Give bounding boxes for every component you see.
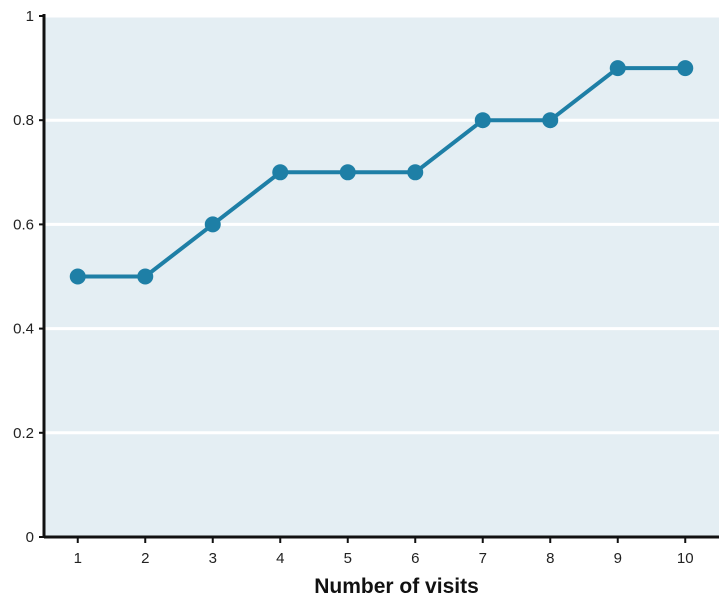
x-tick-label: 8 xyxy=(546,550,554,567)
data-point xyxy=(474,112,491,129)
x-tick-label: 1 xyxy=(74,550,82,567)
x-tick-label: 3 xyxy=(209,550,217,567)
data-point xyxy=(339,164,356,181)
data-point xyxy=(137,268,154,285)
gridlines xyxy=(44,14,719,435)
data-point xyxy=(609,60,626,77)
plot-background xyxy=(44,16,719,537)
y-tick-label: 1 xyxy=(26,8,34,25)
y-tick-label: 0.6 xyxy=(13,216,34,233)
data-series xyxy=(69,60,694,285)
x-tick-label: 4 xyxy=(276,550,284,567)
x-tick-labels: 1 2 3 4 5 6 7 8 9 10 xyxy=(74,537,694,567)
data-point xyxy=(204,216,221,233)
y-tick-label: 0.8 xyxy=(13,112,34,129)
data-point xyxy=(272,164,289,181)
x-tick-label: 2 xyxy=(141,550,149,567)
x-tick-label: 10 xyxy=(677,550,694,567)
y-tick-label: 0.2 xyxy=(13,425,34,442)
data-point xyxy=(677,60,694,77)
x-tick-label: 7 xyxy=(479,550,487,567)
data-point xyxy=(69,268,86,285)
y-tick-labels: 0 0.2 0.4 0.6 0.8 1 xyxy=(13,8,44,546)
x-tick-label: 6 xyxy=(411,550,419,567)
axes xyxy=(42,14,719,539)
x-tick-label: 5 xyxy=(344,550,352,567)
x-tick-label: 9 xyxy=(614,550,622,567)
data-point xyxy=(407,164,424,181)
y-tick-label: 0 xyxy=(26,529,34,546)
y-tick-label: 0.4 xyxy=(13,321,34,338)
x-axis-title: Number of visits xyxy=(314,575,479,598)
data-point xyxy=(542,112,559,129)
series-line xyxy=(77,66,686,279)
